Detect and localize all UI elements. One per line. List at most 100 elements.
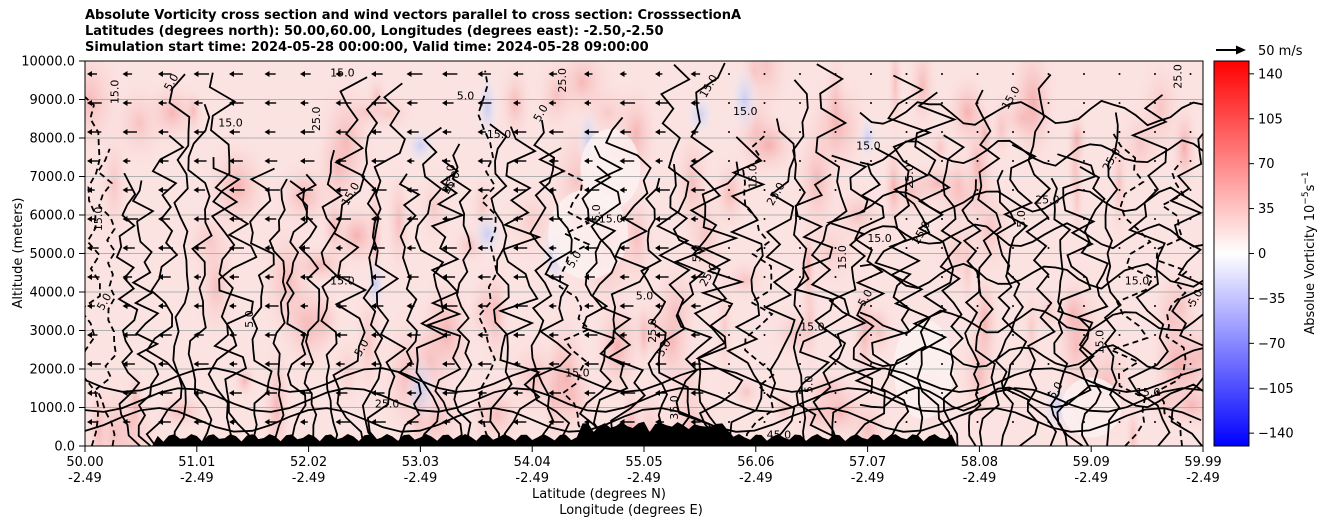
wind-vector-dot xyxy=(834,73,837,75)
contour-label: 5.0 xyxy=(457,90,475,103)
wind-vector-head xyxy=(655,100,660,106)
contour-label: 15.0 xyxy=(856,140,881,153)
wind-vector-head xyxy=(619,274,625,280)
vorticity-patch-positive xyxy=(1065,105,1089,173)
wind-vector-dot xyxy=(1189,102,1192,104)
vorticity-patch-low xyxy=(580,128,641,209)
wind-vector-head xyxy=(264,245,270,251)
wind-vector-head xyxy=(406,419,412,425)
contour-label: 25.0 xyxy=(646,318,659,343)
wind-vector-head xyxy=(406,129,412,135)
vorticity-patch-positive xyxy=(532,61,581,142)
wind-vector-head xyxy=(548,332,554,338)
wind-vector-head xyxy=(87,158,92,164)
wind-vector-head xyxy=(619,129,625,135)
wind-vector-dot xyxy=(905,421,908,423)
wind-vector-head xyxy=(584,274,589,280)
contour-line-negative xyxy=(85,95,101,446)
wind-vector-head xyxy=(548,129,554,135)
wind-vector-head xyxy=(690,419,696,425)
wind-vector-head xyxy=(690,390,696,396)
wind-vector-head xyxy=(193,216,199,222)
contour-line-positive xyxy=(451,143,473,446)
wind-vector-head xyxy=(158,419,163,425)
wind-vector-head xyxy=(193,390,199,396)
wind-vector-dot xyxy=(1154,392,1156,394)
wind-vector-dot xyxy=(941,189,943,191)
colorbar-tick-label: 140 xyxy=(1258,67,1283,82)
wind-vector-head xyxy=(300,274,305,280)
contour-label: 15.0 xyxy=(330,274,355,287)
wind-vector-head xyxy=(619,100,625,106)
wind-vector-dot xyxy=(799,73,801,75)
wind-vector-dot xyxy=(1189,421,1192,423)
contour-line-positive xyxy=(669,163,713,446)
wind-vector-dot xyxy=(905,363,908,365)
wind-vector-head xyxy=(87,303,92,309)
contour-line-positive xyxy=(604,116,652,446)
contour-line-positive xyxy=(640,177,668,446)
wind-vector-head xyxy=(229,390,234,396)
wind-vector-head xyxy=(87,332,92,338)
wind-vector-dot xyxy=(799,247,801,249)
wind-vector-head xyxy=(690,187,696,193)
wind-vector-dot xyxy=(1154,218,1156,220)
wind-vector-dot xyxy=(941,392,943,394)
contour-lines xyxy=(85,62,1203,446)
wind-vector-dot xyxy=(1083,276,1085,278)
wind-vector-head xyxy=(371,361,376,367)
contour-line-positive xyxy=(320,149,343,446)
wind-vector-dot xyxy=(1154,276,1156,278)
wind-vector-head xyxy=(264,390,270,396)
wind-vector-dot xyxy=(941,160,943,162)
wind-vector-head xyxy=(442,361,447,367)
wind-vector-head xyxy=(406,274,412,280)
x-tick-label-longitude: -2.49 xyxy=(963,471,997,486)
wind-vector-head xyxy=(548,361,554,367)
x-tick-label-latitude: 56.06 xyxy=(737,455,774,470)
wind-vector-dot xyxy=(1154,421,1156,423)
wind-vector-head xyxy=(300,390,305,396)
terrain-silhouette xyxy=(85,421,1203,446)
wind-vector-head xyxy=(158,361,163,367)
contour-label: 15.0 xyxy=(1136,386,1161,399)
wind-vector-head xyxy=(300,245,305,251)
contour-line-positive xyxy=(532,147,573,446)
wind-vector-dot xyxy=(834,247,837,249)
contour-label: 15.0 xyxy=(800,321,825,334)
x-tick-label-longitude: -2.49 xyxy=(292,471,326,486)
wind-vector-head xyxy=(406,303,412,309)
contour-line-positive xyxy=(939,134,966,446)
wind-vector-head xyxy=(300,361,305,367)
wind-vector-head xyxy=(122,216,128,222)
wind-vector-head xyxy=(584,332,589,338)
colorbar-fill xyxy=(1214,61,1249,446)
wind-vector-dot xyxy=(976,363,979,365)
wind-vector-head xyxy=(442,100,447,106)
contour-line-positive xyxy=(85,367,1202,393)
wind-vector-head xyxy=(442,390,447,396)
wind-vector-head xyxy=(584,100,589,106)
contour-label: 15.0 xyxy=(733,105,758,118)
wind-vector-head xyxy=(300,332,305,338)
wind-vector-head xyxy=(264,100,270,106)
wind-vector-head xyxy=(87,419,92,425)
wind-vector-dot xyxy=(1047,305,1050,307)
wind-vector-dot xyxy=(728,276,730,278)
wind-vector-dot xyxy=(1118,131,1121,133)
x-axis: 50.00-2.4951.01-2.4952.02-2.4953.03-2.49… xyxy=(66,446,1222,486)
contour-line-positive xyxy=(859,262,1203,290)
wind-vector-dot xyxy=(728,421,730,423)
y-tick-label: 0.0 xyxy=(54,440,75,455)
wind-vector-head xyxy=(477,303,483,309)
contour-line-positive xyxy=(249,167,275,446)
wind-vector-head xyxy=(690,274,696,280)
wind-vector-head xyxy=(655,390,660,396)
wind-vectors xyxy=(87,71,1192,425)
wind-vector-dot xyxy=(1083,392,1085,394)
wind-vector-head xyxy=(406,158,412,164)
wind-vector-dot xyxy=(799,363,801,365)
wind-vector-head xyxy=(442,129,447,135)
contour-line-positive xyxy=(85,407,1202,433)
wind-vector-head xyxy=(193,361,199,367)
